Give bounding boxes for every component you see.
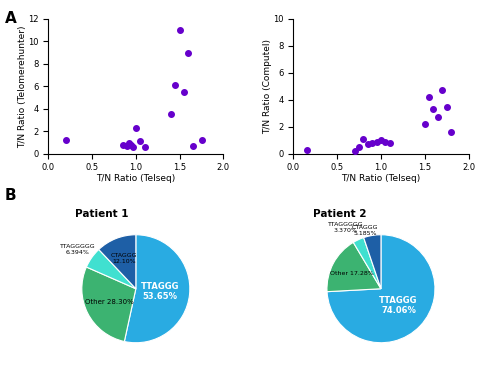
Point bbox=[364, 141, 372, 147]
Y-axis label: T/N Ratio (Telomerehunter): T/N Ratio (Telomerehunter) bbox=[18, 25, 27, 147]
Point bbox=[439, 87, 446, 93]
Point bbox=[136, 138, 144, 144]
Point bbox=[132, 125, 140, 131]
Wedge shape bbox=[364, 235, 381, 289]
Point bbox=[377, 137, 385, 143]
Text: CTAGGG
5.185%: CTAGGG 5.185% bbox=[352, 225, 378, 236]
Text: A: A bbox=[5, 11, 16, 26]
Text: TTAGGG
53.65%: TTAGGG 53.65% bbox=[141, 282, 179, 301]
Point bbox=[176, 27, 184, 33]
Point bbox=[198, 137, 205, 143]
Text: TTAGGGGG
3.370%: TTAGGGGG 3.370% bbox=[328, 222, 364, 232]
Wedge shape bbox=[99, 235, 136, 289]
Point bbox=[421, 121, 428, 127]
Wedge shape bbox=[353, 238, 381, 289]
Wedge shape bbox=[86, 249, 136, 289]
Point bbox=[171, 82, 179, 88]
Wedge shape bbox=[124, 235, 190, 343]
Point bbox=[62, 137, 70, 143]
Text: B: B bbox=[5, 188, 16, 202]
Point bbox=[373, 139, 381, 145]
Point bbox=[443, 104, 451, 110]
Point bbox=[425, 94, 433, 100]
Point bbox=[185, 50, 192, 55]
Text: TTAGGG
74.06%: TTAGGG 74.06% bbox=[379, 296, 418, 315]
Wedge shape bbox=[327, 235, 435, 343]
Point bbox=[355, 144, 363, 150]
Y-axis label: T/N Ratio (Computel): T/N Ratio (Computel) bbox=[263, 39, 272, 134]
Wedge shape bbox=[327, 242, 381, 292]
Point bbox=[359, 136, 368, 142]
Text: Other 28.30%: Other 28.30% bbox=[85, 299, 134, 305]
Point bbox=[382, 139, 389, 145]
Text: Patient 2: Patient 2 bbox=[313, 209, 367, 219]
Wedge shape bbox=[82, 267, 136, 342]
Point bbox=[167, 111, 175, 117]
Text: CTAGGG
12.10%: CTAGGG 12.10% bbox=[111, 253, 137, 264]
Text: Other 17.28%: Other 17.28% bbox=[329, 270, 373, 276]
Point bbox=[141, 144, 148, 150]
Text: Patient 1: Patient 1 bbox=[75, 209, 128, 219]
Point bbox=[129, 144, 137, 150]
Point bbox=[434, 114, 442, 120]
Point bbox=[180, 89, 188, 95]
Text: TTAGGGGG
6.394%: TTAGGGGG 6.394% bbox=[60, 244, 96, 255]
Point bbox=[123, 143, 131, 149]
Point bbox=[447, 129, 455, 135]
Point bbox=[125, 140, 133, 146]
Point bbox=[119, 142, 127, 148]
Point bbox=[369, 140, 376, 146]
Point bbox=[128, 142, 135, 148]
X-axis label: T/N Ratio (Telseq): T/N Ratio (Telseq) bbox=[96, 174, 175, 183]
X-axis label: T/N Ratio (Telseq): T/N Ratio (Telseq) bbox=[341, 174, 421, 183]
Point bbox=[430, 106, 438, 112]
Point bbox=[386, 140, 394, 146]
Point bbox=[189, 143, 197, 149]
Point bbox=[303, 147, 311, 153]
Point bbox=[351, 148, 358, 154]
